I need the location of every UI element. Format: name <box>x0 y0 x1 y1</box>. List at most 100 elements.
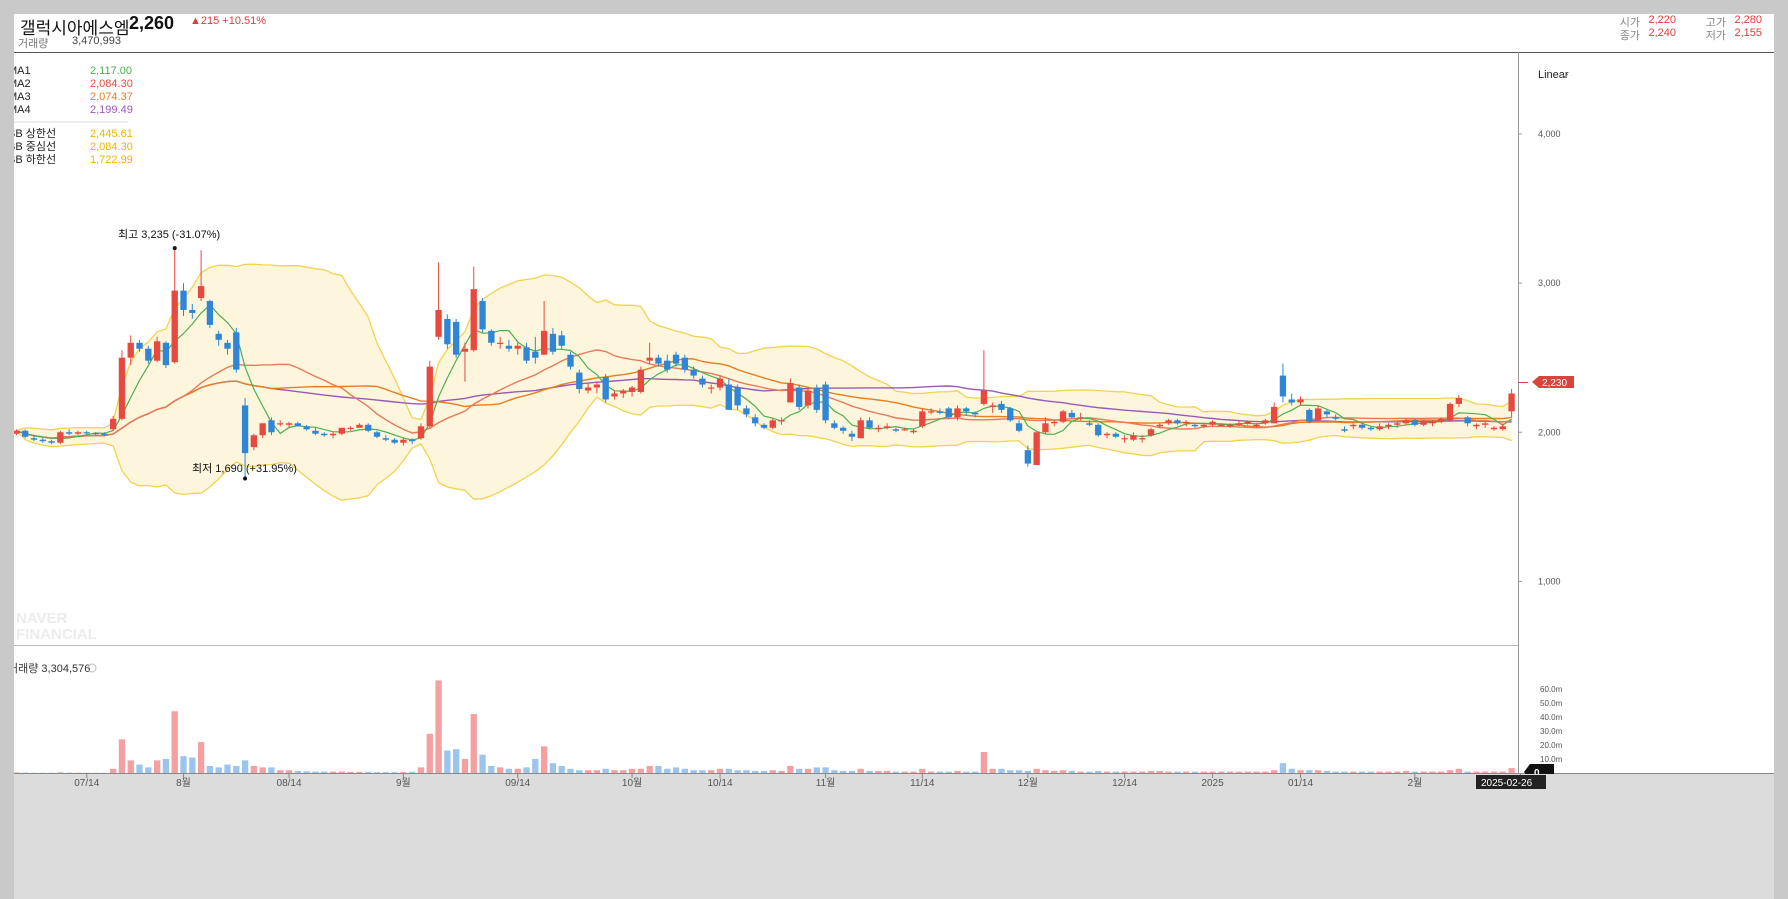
low-value: 2,155 <box>1734 27 1762 39</box>
candlestick-chart[interactable]: NAVER FINANCIAL MA1 2,117.00 MA2 2,084.3… <box>14 52 1774 899</box>
date-tick-label: 12월 <box>1018 777 1038 789</box>
open-value: 2,220 <box>1648 14 1676 26</box>
high-label: 고가 <box>1705 17 1726 29</box>
volume-bar <box>857 768 864 773</box>
candle <box>1042 417 1049 434</box>
volume-bar <box>1279 763 1287 773</box>
candle-body <box>321 433 328 436</box>
price-tick-label: 3,000 <box>1538 278 1561 288</box>
volume-bar <box>963 771 970 773</box>
candle <box>1024 445 1032 467</box>
volume-bar <box>294 770 302 773</box>
candle-body <box>1411 420 1419 425</box>
candle <box>39 438 46 443</box>
date-tick-label: 11월 <box>816 777 836 789</box>
high-annotation-text: 최고 3,235 (-31.07%) <box>118 228 220 241</box>
high-info: 고가 2,280 <box>1704 14 1762 29</box>
price-change: ▲215 +10.51% <box>190 15 267 27</box>
candle-body <box>1200 424 1207 427</box>
candle-body <box>1156 424 1163 427</box>
volume-bar <box>919 768 926 773</box>
volume-bar <box>1068 770 1076 773</box>
volume-bar <box>804 768 812 773</box>
bb-upper-line <box>16 263 1512 432</box>
candle-body <box>452 321 460 355</box>
candle <box>101 432 108 436</box>
candle <box>1341 426 1348 433</box>
candle-body <box>892 429 900 431</box>
candle <box>620 389 627 398</box>
date-cursor-tag: 2025-02-26 <box>1481 778 1533 789</box>
scale-label[interactable]: Linear <box>1538 69 1569 81</box>
volume-bar <box>1394 771 1401 773</box>
candle <box>294 421 302 427</box>
candle-body <box>180 290 187 310</box>
volume-bar <box>470 714 477 773</box>
candle <box>1262 418 1269 425</box>
candle <box>417 423 425 440</box>
candle <box>822 381 829 424</box>
volume-bar <box>540 746 548 773</box>
volume-bar <box>1244 771 1251 773</box>
volume-bar <box>259 767 266 773</box>
candle-body <box>980 390 988 404</box>
volume-bar <box>1323 770 1331 773</box>
chevron-down-icon[interactable] <box>1561 73 1569 78</box>
volume-bar <box>831 770 838 773</box>
volume-bar <box>998 768 1005 773</box>
candle <box>690 366 697 379</box>
candle-body <box>329 433 337 436</box>
volume-bar <box>1086 771 1093 773</box>
volume-bar <box>197 742 205 773</box>
legend-ma1-value: 2,117.00 <box>90 65 132 77</box>
candle-body <box>1174 420 1181 424</box>
candle <box>971 411 979 418</box>
volume-bar <box>1358 771 1366 773</box>
volume-bar <box>760 770 768 773</box>
candle-body <box>1420 421 1427 425</box>
volume-bar <box>426 733 433 773</box>
volume-bar <box>391 772 398 773</box>
scale-selector[interactable]: Linear <box>1538 69 1569 81</box>
volume-bar <box>1226 771 1234 773</box>
candle <box>57 430 64 445</box>
volume-bar <box>532 758 539 773</box>
volume-bar <box>1024 770 1032 773</box>
volume-bar <box>382 772 389 773</box>
candle-body <box>655 357 662 364</box>
candle-body <box>611 393 618 397</box>
candle-body <box>734 387 741 406</box>
volume-bar <box>171 711 178 773</box>
date-tick-label: 01/14 <box>1288 778 1313 789</box>
candle-body <box>136 342 143 349</box>
volume-bar <box>848 770 856 773</box>
candle <box>14 429 20 436</box>
candle-body <box>1279 375 1287 397</box>
volume-bar <box>787 765 794 773</box>
volume-bar <box>1420 771 1427 773</box>
candle <box>1350 423 1357 430</box>
candle <box>1288 393 1295 406</box>
candle-body <box>831 423 838 428</box>
candle <box>1095 423 1102 437</box>
volume-bar <box>576 770 583 773</box>
legend-ma2-name: MA2 <box>14 78 31 90</box>
candle-body <box>171 290 178 363</box>
candle <box>927 408 935 415</box>
candle-body <box>22 430 29 437</box>
settings-icon[interactable] <box>87 663 97 673</box>
volume-bar <box>1095 770 1102 773</box>
volume-bar <box>1438 771 1445 773</box>
date-tick-label: 9월 <box>396 777 411 789</box>
candle <box>391 438 398 445</box>
candle-body <box>285 423 293 425</box>
candle-body <box>1218 424 1225 426</box>
candle <box>1438 417 1445 424</box>
candle-body <box>716 378 724 388</box>
volume-bar <box>206 765 214 773</box>
candle <box>250 433 258 451</box>
volume-bar <box>479 754 486 773</box>
candle-body <box>338 427 345 434</box>
volume-tick-label: 20.0m <box>1540 741 1563 750</box>
candle-body <box>1086 423 1093 425</box>
